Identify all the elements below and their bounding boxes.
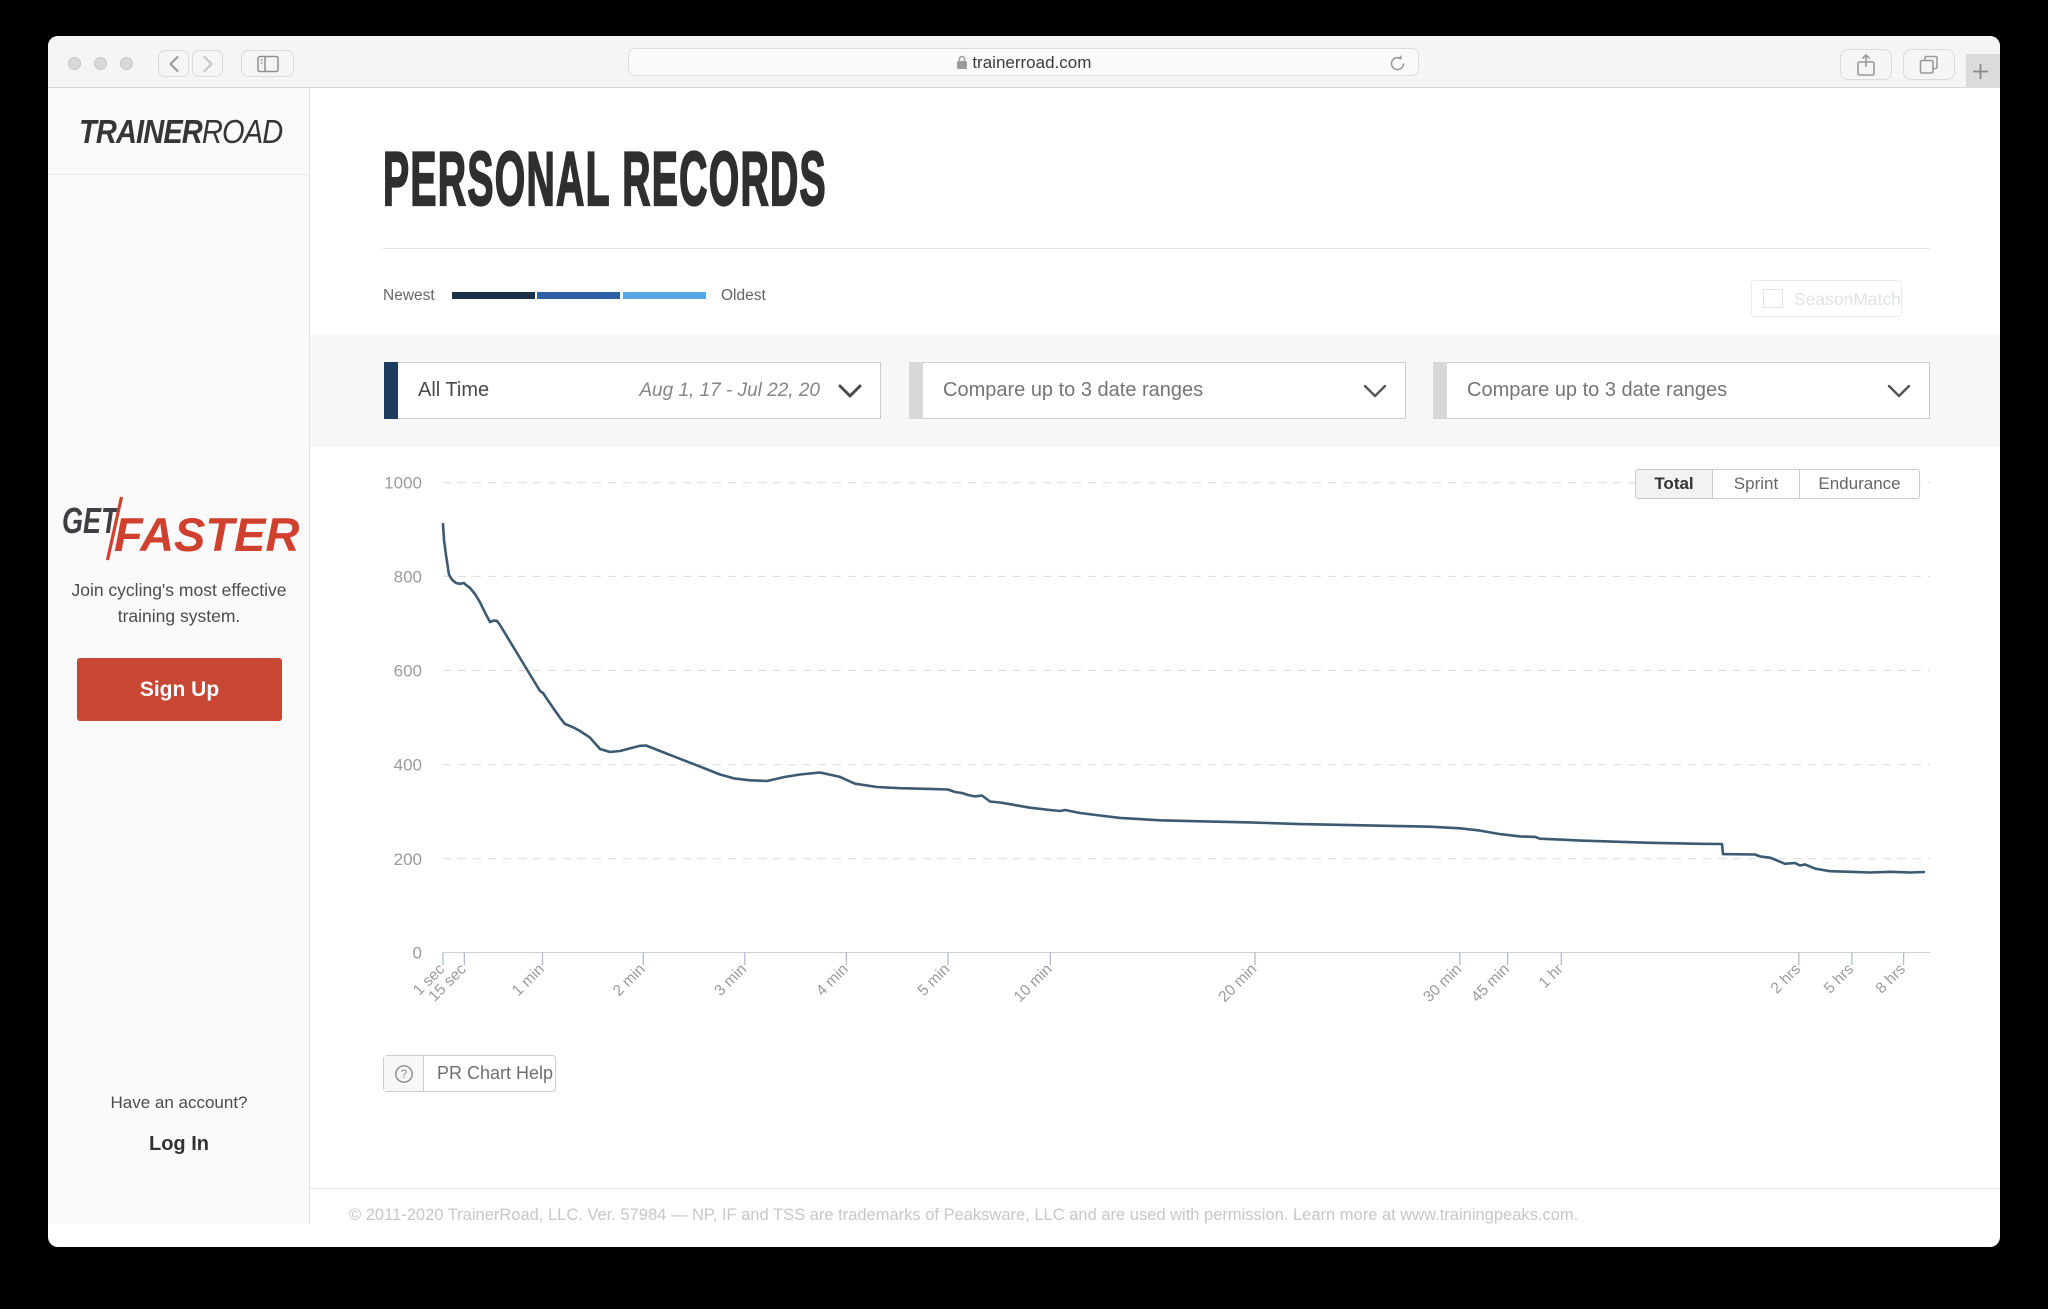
svg-text:GET: GET	[62, 500, 120, 541]
svg-text:1000: 1000	[384, 474, 422, 493]
svg-text:1 min: 1 min	[509, 961, 548, 1000]
svg-text:400: 400	[394, 756, 422, 775]
svg-text:1 hr: 1 hr	[1536, 961, 1567, 992]
svg-text:FASTER: FASTER	[114, 508, 299, 561]
svg-text:20 min: 20 min	[1215, 961, 1260, 1006]
svg-text:0: 0	[413, 944, 422, 963]
svg-text:4 min: 4 min	[813, 961, 852, 1000]
svg-text:8 hrs: 8 hrs	[1873, 961, 1910, 998]
svg-text:600: 600	[394, 662, 422, 681]
svg-text:30 min: 30 min	[1420, 961, 1465, 1006]
svg-text:?: ?	[401, 1069, 407, 1081]
svg-text:5 min: 5 min	[915, 961, 954, 1000]
svg-text:2 min: 2 min	[610, 961, 649, 1000]
svg-text:10 min: 10 min	[1011, 961, 1056, 1006]
svg-text:45 min: 45 min	[1468, 961, 1513, 1006]
svg-text:2 hrs: 2 hrs	[1768, 961, 1805, 998]
svg-text:5 hrs: 5 hrs	[1821, 961, 1858, 998]
svg-text:800: 800	[394, 567, 422, 586]
svg-text:3 min: 3 min	[711, 961, 750, 1000]
svg-text:200: 200	[394, 850, 422, 869]
